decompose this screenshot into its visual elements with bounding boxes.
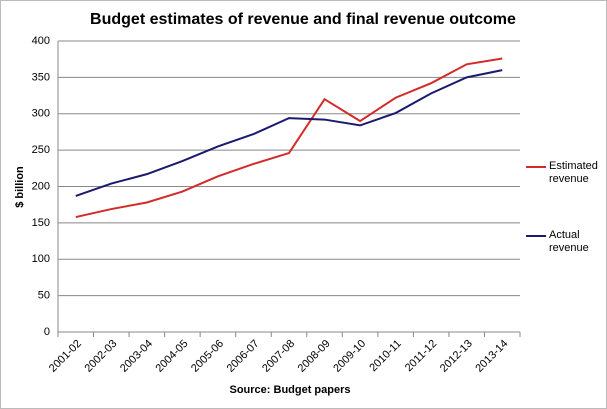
series-line xyxy=(75,69,503,197)
y-tick-label: 100 xyxy=(32,253,50,265)
y-tick-label: 300 xyxy=(32,108,50,120)
y-tick-label: 150 xyxy=(32,217,50,229)
y-tick-label: 400 xyxy=(32,35,50,47)
y-tick-label: 250 xyxy=(32,144,50,156)
y-tick-label: 350 xyxy=(32,71,50,83)
legend-label: Actual revenue xyxy=(549,229,589,254)
y-tick-label: 0 xyxy=(44,326,50,338)
y-tick-label: 50 xyxy=(38,290,50,302)
x-axis-label: Source: Budget papers xyxy=(229,384,350,396)
legend-label: Estimated revenue xyxy=(549,160,598,185)
series-line xyxy=(75,57,503,219)
y-axis-label: $ billion xyxy=(14,166,26,208)
y-tick-label: 200 xyxy=(32,180,50,192)
chart-title: Budget estimates of revenue and final re… xyxy=(90,11,516,28)
